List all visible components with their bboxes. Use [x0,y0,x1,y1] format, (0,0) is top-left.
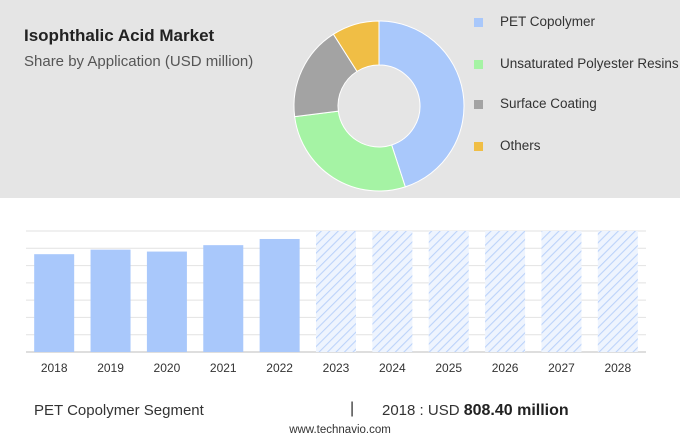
donut-slice-others [332,20,380,73]
x-tick-label-2020: 2020 [154,361,181,375]
bar-2018 [34,254,75,352]
forecast-bar-2027 [541,231,582,352]
footer-year-label: 2018 : USD [382,402,464,419]
bar-2020 [146,251,187,352]
x-tick-label-2028: 2028 [604,361,631,375]
bar-2021 [203,245,244,352]
legend-label: Unsaturated Polyester Resins [500,56,679,71]
legend-label: PET Copolymer [500,14,596,29]
forecast-bar-2024 [372,231,413,352]
x-tick-label-2018: 2018 [41,361,68,375]
donut-slice-pet-copolymer [378,20,465,188]
bar-2019 [90,249,131,352]
forecast-bar-2028 [597,231,638,352]
chart-subtitle: Share by Application (USD million) [24,53,254,70]
x-tick-label-2024: 2024 [379,361,406,375]
donut-chart [293,20,465,192]
footer-value: 2018 : USD 808.40 million [382,402,569,420]
legend-label: Others [500,138,541,153]
x-tick-label-2023: 2023 [323,361,350,375]
legend-label: Surface Coating [500,96,597,111]
legend-swatch [474,100,483,109]
footer-value-amount: 808.40 million [463,402,569,419]
x-tick-label-2027: 2027 [548,361,575,375]
footer-separator: | [350,400,355,417]
bar-2022 [259,238,300,352]
legend-swatch [474,60,483,69]
x-tick-label-2025: 2025 [435,361,462,375]
legend-swatch [474,18,483,27]
donut-slice-unsaturated-polyester-resins [294,110,406,192]
footer-segment-label: PET Copolymer Segment [34,402,204,419]
forecast-bar-2023 [316,231,356,352]
legend-swatch [474,142,483,151]
chart-title: Isophthalic Acid Market [24,26,215,45]
forecast-bar-2026 [485,231,526,352]
bar-chart: 2018 2019 2020 2021 2022 2023 2024 2025 2026 2027… [26,230,646,375]
x-tick-label-2021: 2021 [210,361,237,375]
forecast-bar-2025 [428,231,469,352]
x-tick-label-2019: 2019 [97,361,124,375]
source-link[interactable]: www.technavio.com [289,424,391,436]
x-tick-label-2026: 2026 [492,361,519,375]
x-tick-label-2022: 2022 [266,361,293,375]
